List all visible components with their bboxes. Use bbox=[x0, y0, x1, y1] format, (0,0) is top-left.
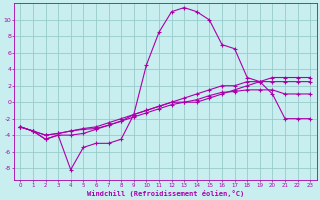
X-axis label: Windchill (Refroidissement éolien,°C): Windchill (Refroidissement éolien,°C) bbox=[87, 190, 244, 197]
